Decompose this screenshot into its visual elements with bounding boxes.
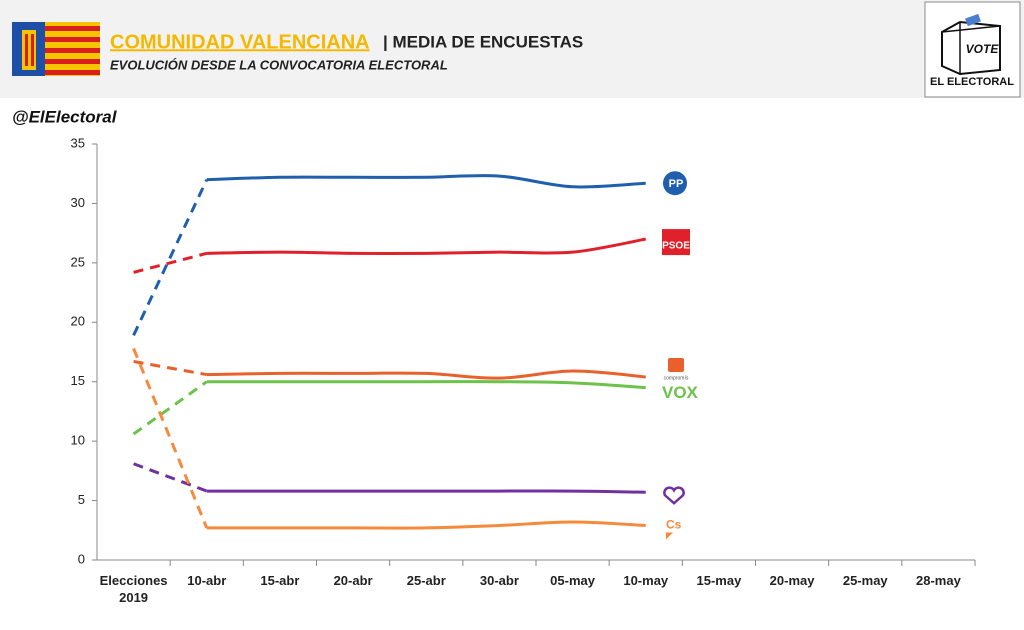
series-logo: compromís bbox=[664, 357, 689, 381]
series-line bbox=[206, 237, 647, 255]
series-logo: PSOE bbox=[662, 229, 690, 256]
logo-shape bbox=[666, 532, 673, 540]
source: @ElElectoral bbox=[12, 107, 118, 126]
series-logo bbox=[663, 486, 685, 505]
series-line bbox=[133, 462, 208, 493]
x-tick-label: 25-abr bbox=[406, 573, 446, 588]
title: COMUNIDAD VALENCIANA bbox=[110, 31, 370, 53]
series-line bbox=[133, 360, 208, 377]
legend-label: PP bbox=[669, 178, 684, 190]
y-tick-label: 10 bbox=[71, 433, 85, 448]
y-tick-label: 35 bbox=[71, 135, 85, 150]
series-line bbox=[132, 347, 209, 529]
legend-label: Cs bbox=[666, 518, 682, 532]
logo-shape bbox=[663, 171, 687, 196]
x-tick-label: 05-may bbox=[550, 573, 595, 588]
series-logo: VOX bbox=[662, 383, 699, 402]
series-line bbox=[132, 380, 208, 436]
x-tick-label: 30-abr bbox=[479, 573, 519, 588]
flag bbox=[12, 22, 100, 76]
series-logo: PP bbox=[663, 171, 687, 196]
legend-label: compromís bbox=[664, 375, 689, 381]
y-tick-label: 20 bbox=[71, 314, 85, 329]
series-logo: Cs bbox=[666, 518, 682, 540]
y-tick-label: 0 bbox=[78, 551, 85, 566]
x-tick-label: 15-abr bbox=[260, 573, 300, 588]
logo-shape bbox=[662, 229, 690, 256]
series-line bbox=[206, 520, 646, 530]
legend-label: PSOE bbox=[662, 241, 690, 252]
legend-label: VOX bbox=[662, 383, 699, 402]
x-tick-label: 10-may bbox=[623, 573, 669, 588]
series-line bbox=[206, 489, 646, 494]
logo-shape bbox=[663, 486, 685, 505]
x-tick-label: Elecciones 2019 bbox=[99, 573, 168, 605]
brand: EL ELECTORAL bbox=[930, 76, 1014, 88]
logo-shape bbox=[668, 357, 684, 372]
y-tick-label: 25 bbox=[71, 254, 85, 269]
x-tick-label: 20-abr bbox=[333, 573, 373, 588]
x-tick-label: 28-may bbox=[916, 573, 961, 588]
series-line bbox=[133, 251, 208, 274]
series-line bbox=[206, 369, 646, 380]
header-band bbox=[0, 0, 1024, 98]
y-tick-label: 5 bbox=[78, 492, 85, 507]
series-line bbox=[206, 174, 646, 189]
series-line bbox=[132, 179, 209, 336]
x-tick-label: 20-may bbox=[769, 573, 815, 588]
x-tick-label: 25-may bbox=[842, 573, 888, 588]
y-tick-label: 15 bbox=[71, 373, 85, 388]
x-tick-label: 10-abr bbox=[187, 573, 227, 588]
brand-badge: VOTE bbox=[966, 42, 1000, 56]
subtitle: EVOLUCIÓN DESDE LA CONVOCATORIA ELECTORA… bbox=[110, 57, 448, 72]
y-tick-label: 30 bbox=[71, 195, 85, 210]
series-line bbox=[206, 380, 646, 390]
title-secondary: | MEDIA DE ENCUESTAS bbox=[383, 32, 583, 51]
brand-logo: VOTE EL ELECTORAL bbox=[924, 1, 1021, 98]
x-tick-label: 15-may bbox=[696, 573, 742, 588]
